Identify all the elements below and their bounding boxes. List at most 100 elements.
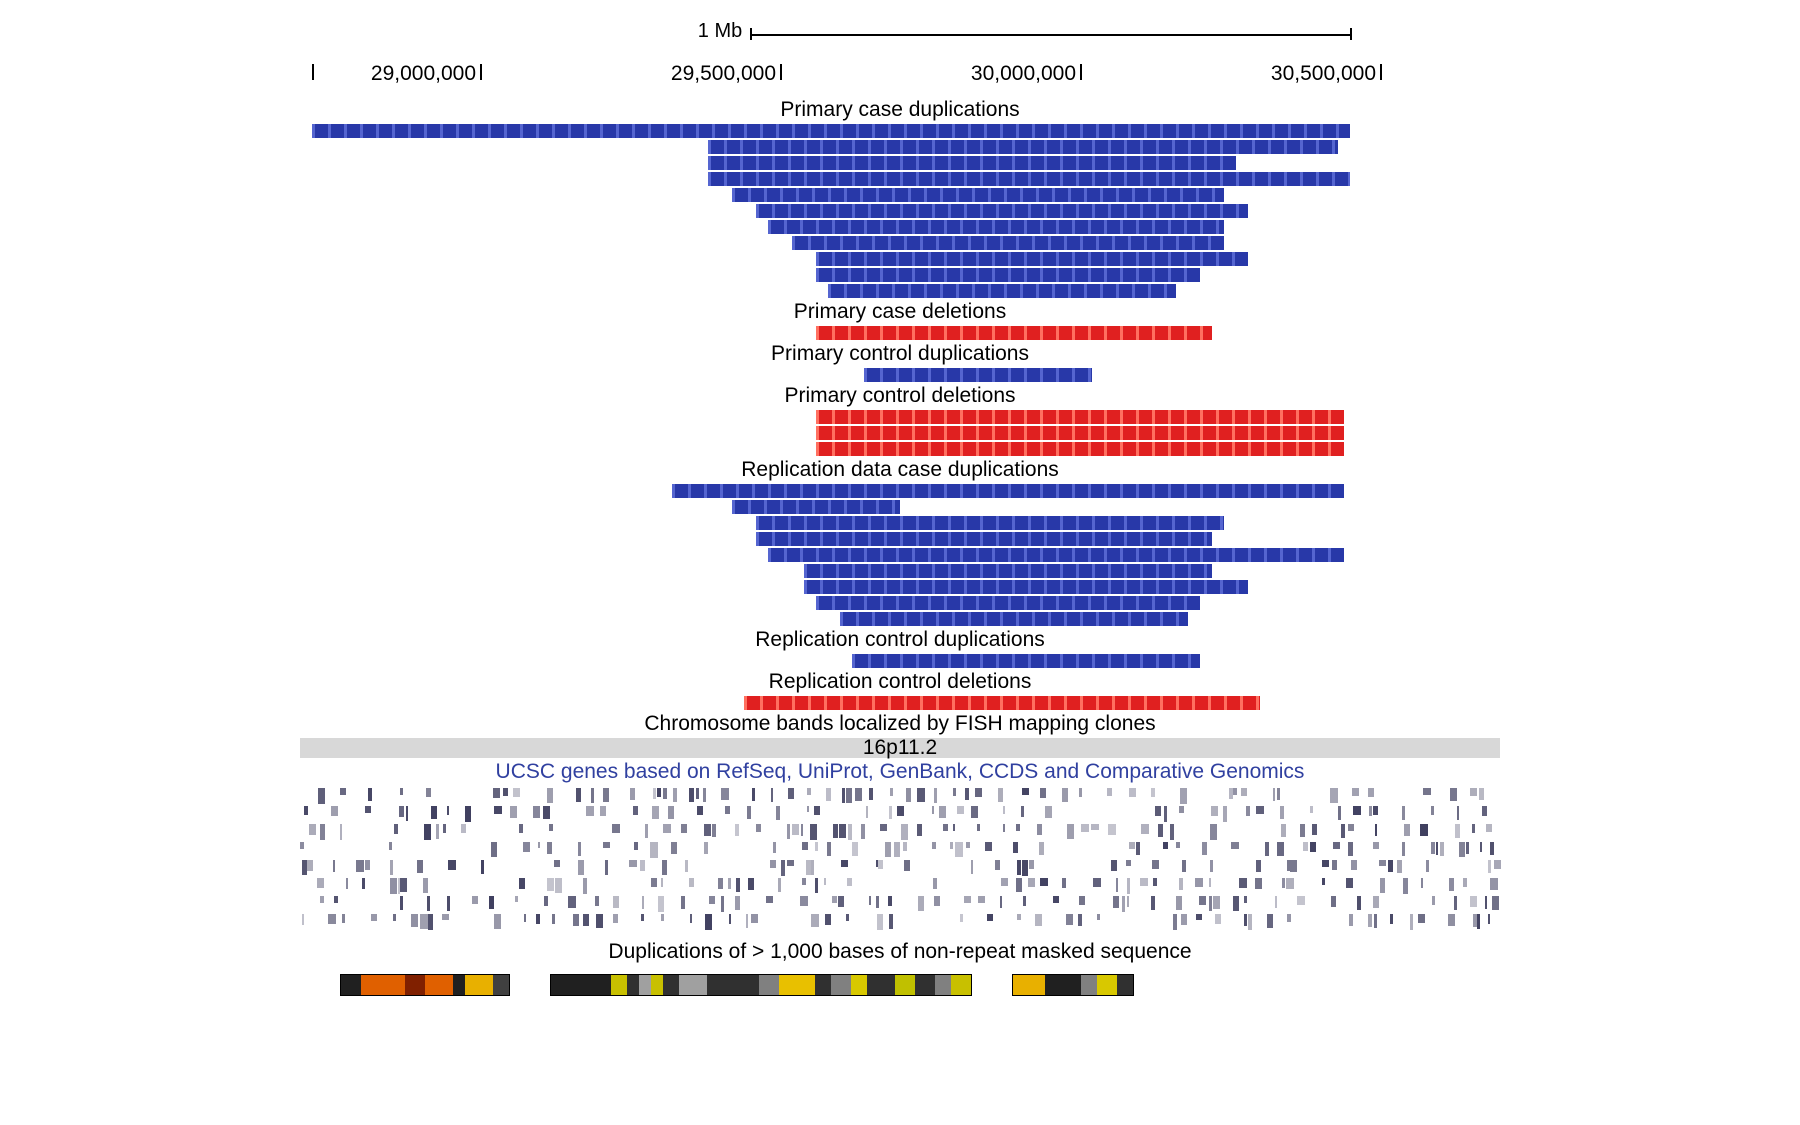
gene-tick <box>1180 788 1187 804</box>
gene-tick <box>955 842 963 857</box>
gene-tick <box>685 860 688 872</box>
gene-tick <box>1113 896 1120 908</box>
gene-tick <box>1312 824 1317 835</box>
gene-tick <box>712 824 715 837</box>
gene-tick <box>389 842 392 850</box>
gene-tick <box>1402 806 1406 820</box>
genes-track-title: UCSC genes based on RefSeq, UniProt, Gen… <box>300 760 1500 784</box>
gene-tick <box>1374 914 1377 928</box>
cnv-tracks: Primary case duplicationsPrimary case de… <box>300 98 1500 710</box>
gene-tick <box>1202 842 1207 855</box>
segdup-segment <box>361 975 405 995</box>
gene-tick <box>890 788 894 796</box>
gene-tick <box>1248 914 1252 930</box>
gene-tick <box>668 806 674 819</box>
gene-tick <box>1111 860 1118 871</box>
gene-tick <box>1492 896 1500 910</box>
gene-tick <box>826 788 832 801</box>
gene-tick <box>1209 878 1212 887</box>
segdup-segment <box>663 975 679 995</box>
cnv-bar <box>816 410 1344 424</box>
gene-tick <box>1352 788 1359 796</box>
cnv-bar <box>756 532 1212 546</box>
gene-tick <box>894 842 900 857</box>
gene-tick <box>1431 842 1435 854</box>
gene-tick <box>356 860 364 872</box>
gene-tick <box>1029 860 1034 869</box>
gene-tick <box>1176 842 1180 848</box>
gene-tick <box>600 806 606 816</box>
gene-tick <box>689 878 694 887</box>
gene-tick <box>729 914 731 924</box>
gene-tick <box>703 788 706 802</box>
gene-tick <box>1477 914 1479 929</box>
gene-tick <box>1163 842 1167 849</box>
gene-tick <box>1021 806 1023 817</box>
gene-tick <box>423 878 428 893</box>
gene-tick <box>448 860 456 870</box>
axis-tick-label: 29,500,000 <box>671 62 776 86</box>
gene-tick <box>302 914 304 925</box>
gene-tick <box>1003 806 1006 814</box>
gene-tick <box>866 806 868 818</box>
gene-tick <box>1155 806 1160 816</box>
cnv-bar <box>708 172 1350 186</box>
gene-tick <box>1081 824 1089 832</box>
gene-tick <box>1310 842 1316 852</box>
gene-tick <box>1486 824 1492 832</box>
cnv-bar-row <box>300 284 1500 298</box>
gene-tick <box>833 824 838 838</box>
gene-tick <box>1255 878 1263 889</box>
gene-tick <box>953 824 955 831</box>
gene-tick <box>1454 896 1457 910</box>
gene-tick <box>1357 896 1361 910</box>
gene-tick <box>629 860 637 867</box>
gene-tick <box>1233 788 1237 795</box>
gene-tick <box>547 788 553 803</box>
gene-tick <box>340 788 346 795</box>
genome-browser-figure: 1 Mb 29,000,00029,500,00030,000,00030,50… <box>300 20 1500 996</box>
genes-track <box>300 788 1500 938</box>
gene-tick <box>651 878 656 887</box>
gene-tick <box>1368 914 1372 927</box>
gene-tick <box>1016 878 1022 892</box>
cnv-bar <box>864 368 1092 382</box>
segdup-segment <box>1117 975 1133 995</box>
segdup-segment <box>867 975 895 995</box>
gene-tick <box>300 842 303 849</box>
gene-tick <box>878 860 882 869</box>
gene-tick <box>1195 878 1203 887</box>
gene-tick <box>1482 806 1488 816</box>
gene-tick <box>461 824 466 833</box>
gene-tick <box>841 860 848 867</box>
gene-tick <box>995 860 1000 870</box>
gene-tick <box>1003 824 1005 832</box>
gene-tick <box>1067 824 1074 839</box>
gene-tick <box>1397 860 1402 873</box>
gene-tick <box>494 806 502 814</box>
gene-tick <box>756 824 761 832</box>
gene-tick <box>420 914 428 929</box>
gene-tick <box>596 914 604 928</box>
gene-tick <box>846 914 849 921</box>
gene-tick <box>802 878 806 885</box>
gene-tick <box>1282 878 1285 888</box>
cnv-bar-row <box>300 442 1500 456</box>
gene-tick <box>869 788 872 800</box>
gene-tick <box>1379 860 1386 866</box>
gene-tick <box>1013 842 1018 853</box>
cnv-bar-row <box>300 326 1500 340</box>
segdup-segment <box>341 975 361 995</box>
gene-tick <box>657 788 661 797</box>
cnv-bar <box>840 612 1188 626</box>
gene-tick <box>1210 860 1213 872</box>
gene-tick <box>735 896 740 910</box>
gene-tick <box>513 788 520 797</box>
gene-tick <box>1280 806 1284 819</box>
gene-tick <box>1455 824 1460 838</box>
gene-tick <box>578 842 581 856</box>
gene-tick <box>787 860 794 866</box>
gene-tick <box>481 860 483 874</box>
gene-tick <box>547 878 554 891</box>
gene-tick <box>447 896 450 911</box>
